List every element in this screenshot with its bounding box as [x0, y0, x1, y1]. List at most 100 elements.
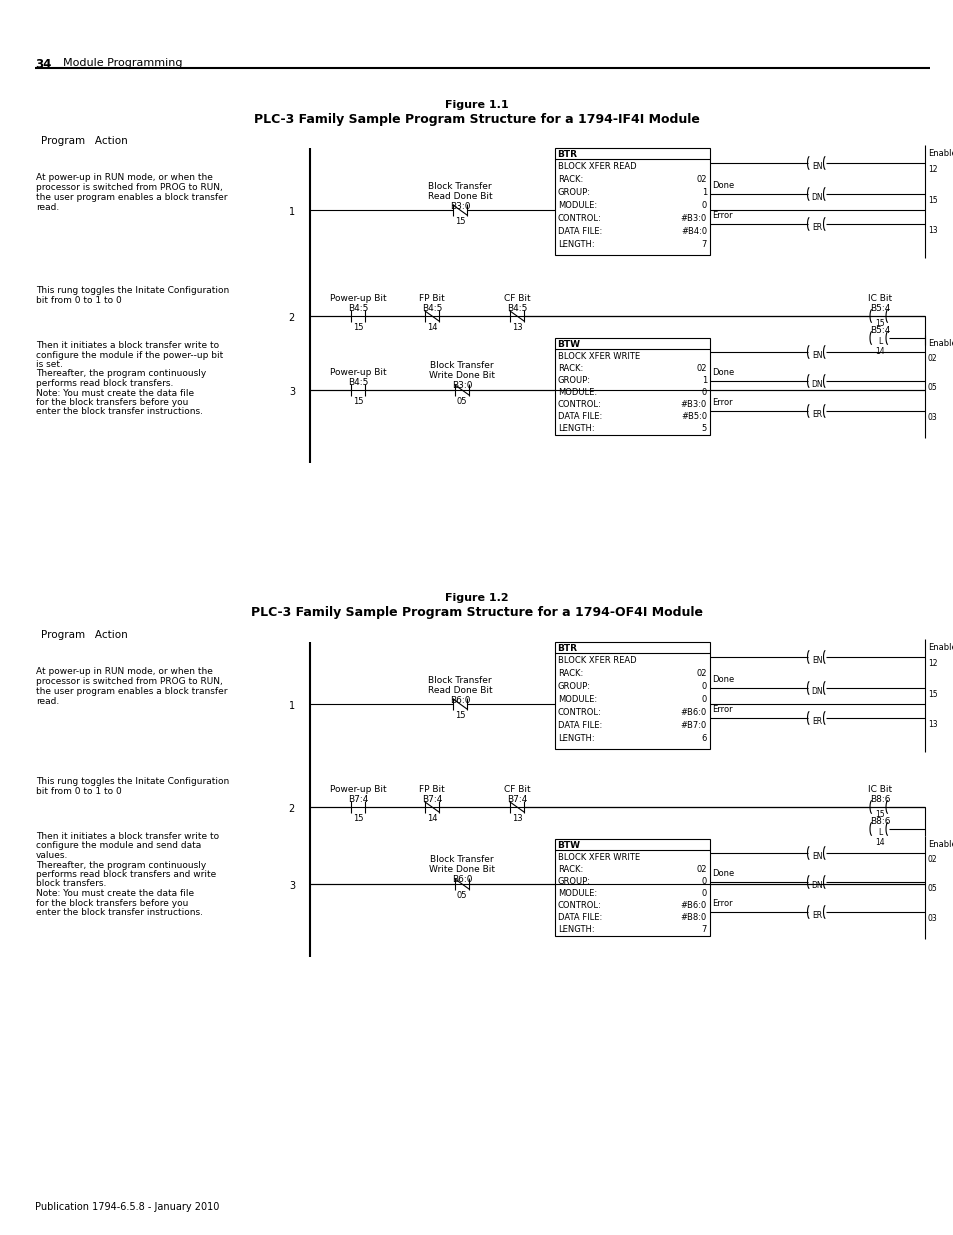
- Text: 0: 0: [701, 877, 706, 885]
- Text: processor is switched from PROG to RUN,: processor is switched from PROG to RUN,: [36, 183, 222, 191]
- Text: 5: 5: [701, 424, 706, 433]
- Text: 0: 0: [701, 889, 706, 898]
- Text: 14: 14: [426, 814, 436, 823]
- Text: PLC-3 Family Sample Program Structure for a 1794-IF4I Module: PLC-3 Family Sample Program Structure fo…: [253, 112, 700, 126]
- Text: enter the block transfer instructions.: enter the block transfer instructions.: [36, 408, 203, 416]
- Text: B5:4: B5:4: [869, 326, 889, 335]
- Text: B7:4: B7:4: [506, 795, 527, 804]
- Text: Error: Error: [711, 705, 732, 714]
- Text: B3:0: B3:0: [449, 203, 470, 211]
- Text: read.: read.: [36, 697, 59, 706]
- Text: Enable: Enable: [927, 643, 953, 652]
- Text: 1: 1: [289, 207, 294, 217]
- Text: 14: 14: [426, 324, 436, 332]
- Text: 15: 15: [353, 324, 363, 332]
- Text: values.: values.: [36, 851, 69, 860]
- Text: 15: 15: [927, 690, 937, 699]
- Text: 3: 3: [289, 387, 294, 396]
- Text: 0: 0: [701, 682, 706, 692]
- Text: BTR: BTR: [557, 149, 577, 159]
- Text: 7: 7: [700, 925, 706, 934]
- Text: 12: 12: [927, 659, 937, 668]
- Text: B7:4: B7:4: [348, 795, 368, 804]
- Text: LENGTH:: LENGTH:: [558, 424, 594, 433]
- Text: #B4:0: #B4:0: [680, 227, 706, 236]
- Text: Error: Error: [711, 211, 732, 220]
- Text: 02: 02: [696, 669, 706, 678]
- Text: BTW: BTW: [557, 841, 579, 850]
- Text: 02: 02: [696, 364, 706, 373]
- Text: CF Bit: CF Bit: [503, 785, 530, 794]
- Text: ER: ER: [812, 224, 821, 232]
- Text: DATA FILE:: DATA FILE:: [558, 721, 601, 730]
- Text: CONTROL:: CONTROL:: [558, 902, 601, 910]
- Text: DATA FILE:: DATA FILE:: [558, 913, 601, 923]
- Text: processor is switched from PROG to RUN,: processor is switched from PROG to RUN,: [36, 677, 222, 685]
- Text: 13: 13: [927, 720, 937, 729]
- Text: B8:6: B8:6: [869, 795, 889, 804]
- Text: CONTROL:: CONTROL:: [558, 214, 601, 224]
- Text: Error: Error: [711, 899, 732, 908]
- Bar: [555, 338, 709, 435]
- Text: FP Bit: FP Bit: [418, 294, 444, 303]
- Text: performs read block transfers.: performs read block transfers.: [36, 379, 173, 388]
- Text: 2: 2: [289, 804, 294, 814]
- Text: At power-up in RUN mode, or when the: At power-up in RUN mode, or when the: [36, 667, 213, 676]
- Text: BLOCK XFER WRITE: BLOCK XFER WRITE: [558, 352, 639, 361]
- Text: Then it initiates a block transfer write to: Then it initiates a block transfer write…: [36, 832, 219, 841]
- Bar: [555, 642, 709, 748]
- Text: RACK:: RACK:: [558, 364, 582, 373]
- Text: Enable: Enable: [927, 338, 953, 348]
- Text: 15: 15: [455, 217, 465, 226]
- Text: Power-up Bit: Power-up Bit: [330, 785, 386, 794]
- Text: ER: ER: [812, 718, 821, 726]
- Text: Done: Done: [711, 869, 734, 878]
- Text: BLOCK XFER READ: BLOCK XFER READ: [558, 162, 636, 170]
- Text: B3:0: B3:0: [452, 382, 472, 390]
- Text: EN: EN: [811, 162, 821, 170]
- Text: Note: You must create the data file: Note: You must create the data file: [36, 389, 193, 398]
- Text: DATA FILE:: DATA FILE:: [558, 412, 601, 421]
- Text: bit from 0 to 1 to 0: bit from 0 to 1 to 0: [36, 787, 122, 797]
- Text: for the block transfers before you: for the block transfers before you: [36, 899, 188, 908]
- Text: Figure 1.2: Figure 1.2: [445, 593, 508, 603]
- Text: 13: 13: [927, 226, 937, 235]
- Text: 13: 13: [511, 814, 521, 823]
- Text: DN: DN: [811, 193, 822, 203]
- Text: GROUP:: GROUP:: [558, 188, 590, 198]
- Text: BLOCK XFER WRITE: BLOCK XFER WRITE: [558, 853, 639, 862]
- Text: #B3:0: #B3:0: [680, 214, 706, 224]
- Text: 05: 05: [927, 884, 937, 893]
- Text: Enable: Enable: [927, 149, 953, 158]
- Text: GROUP:: GROUP:: [558, 682, 590, 692]
- Text: configure the module if the power--up bit: configure the module if the power--up bi…: [36, 351, 223, 359]
- Text: Read Done Bit: Read Done Bit: [427, 685, 492, 695]
- Text: #B5:0: #B5:0: [680, 412, 706, 421]
- Text: FP Bit: FP Bit: [418, 785, 444, 794]
- Text: 14: 14: [874, 839, 883, 847]
- Text: Block Transfer: Block Transfer: [428, 182, 492, 191]
- Text: 12: 12: [927, 165, 937, 174]
- Text: Power-up Bit: Power-up Bit: [330, 294, 386, 303]
- Text: B5:4: B5:4: [869, 304, 889, 312]
- Text: DATA FILE:: DATA FILE:: [558, 227, 601, 236]
- Text: 15: 15: [927, 196, 937, 205]
- Text: Done: Done: [711, 676, 734, 684]
- Text: 02: 02: [696, 864, 706, 874]
- Text: enter the block transfer instructions.: enter the block transfer instructions.: [36, 908, 203, 918]
- Text: the user program enables a block transfer: the user program enables a block transfe…: [36, 193, 227, 203]
- Text: B7:4: B7:4: [421, 795, 442, 804]
- Text: RACK:: RACK:: [558, 175, 582, 184]
- Text: 7: 7: [700, 240, 706, 249]
- Text: #B7:0: #B7:0: [680, 721, 706, 730]
- Text: 15: 15: [874, 810, 883, 819]
- Text: BLOCK XFER READ: BLOCK XFER READ: [558, 656, 636, 664]
- Text: the user program enables a block transfer: the user program enables a block transfe…: [36, 687, 227, 697]
- Text: 02: 02: [696, 175, 706, 184]
- Text: ER: ER: [812, 410, 821, 419]
- Text: Block Transfer: Block Transfer: [430, 361, 494, 370]
- Text: 3: 3: [289, 881, 294, 890]
- Text: LENGTH:: LENGTH:: [558, 240, 594, 249]
- Text: At power-up in RUN mode, or when the: At power-up in RUN mode, or when the: [36, 173, 213, 182]
- Text: RACK:: RACK:: [558, 864, 582, 874]
